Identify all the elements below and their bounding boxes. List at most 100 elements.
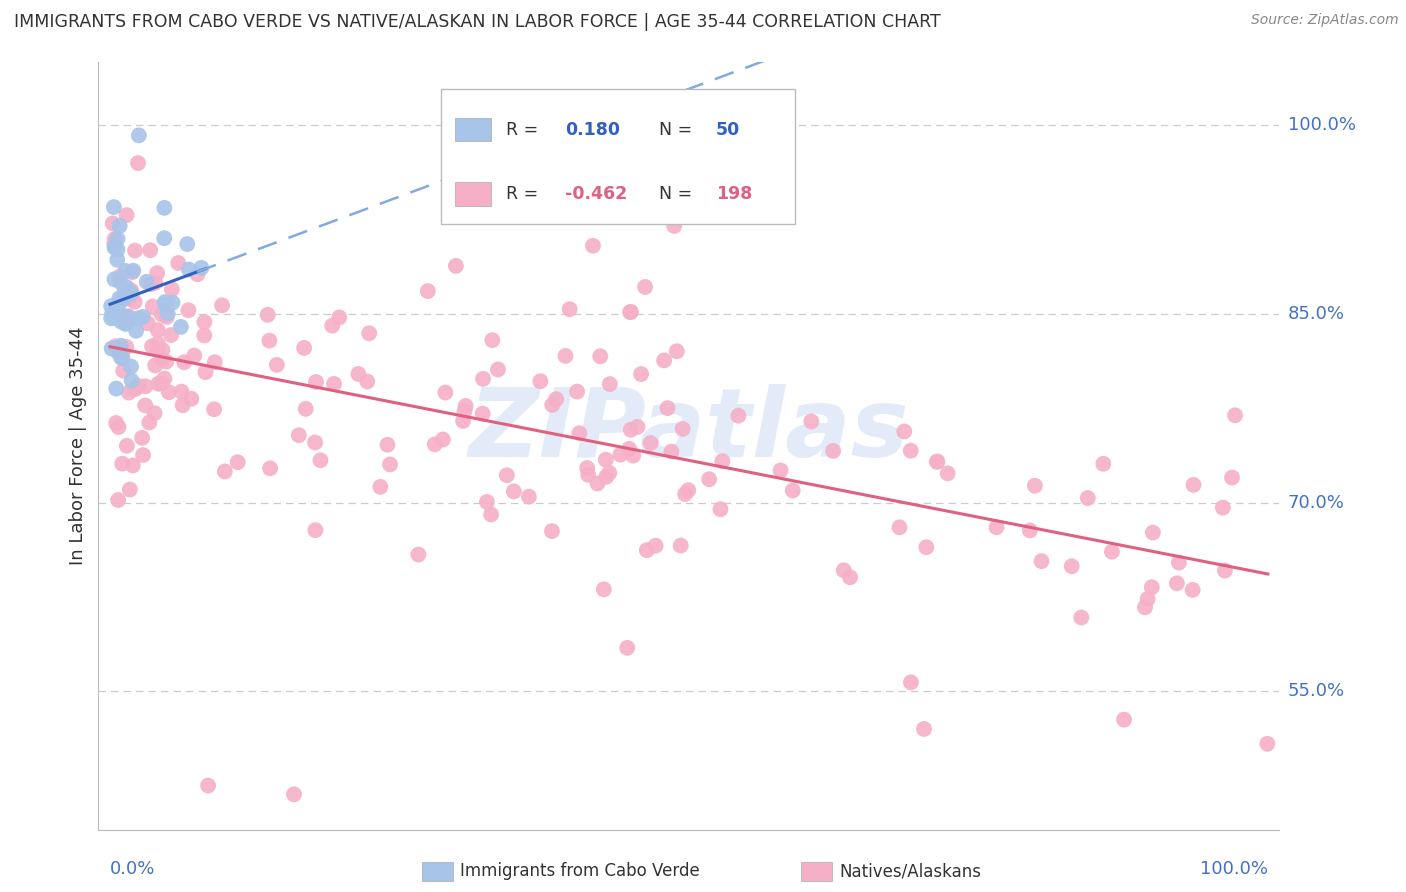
Point <box>156 306 179 320</box>
Point <box>105 307 128 321</box>
Point <box>669 539 692 553</box>
Point <box>657 401 679 416</box>
Point <box>124 382 146 396</box>
Point <box>176 237 198 252</box>
Point <box>104 339 127 353</box>
Point <box>283 788 305 802</box>
Point <box>226 455 249 469</box>
Point <box>162 295 184 310</box>
Point <box>359 326 381 341</box>
Point <box>150 351 173 366</box>
Point <box>173 355 195 369</box>
Point <box>711 454 734 468</box>
Point <box>619 305 641 319</box>
Point <box>114 264 136 278</box>
Point <box>1070 610 1092 624</box>
Point <box>190 260 212 275</box>
Point <box>170 384 193 399</box>
Point <box>143 359 166 373</box>
Point <box>105 252 128 267</box>
Point <box>370 480 392 494</box>
Point <box>194 365 217 379</box>
Point <box>1142 525 1164 540</box>
Point <box>111 457 134 471</box>
Point <box>444 259 467 273</box>
Point <box>103 236 125 251</box>
Point <box>107 243 129 257</box>
Point <box>211 298 233 312</box>
Point <box>153 231 176 245</box>
Point <box>304 435 326 450</box>
Point <box>1092 457 1115 471</box>
Point <box>661 444 683 458</box>
Point <box>131 431 153 445</box>
Text: R =: R = <box>506 185 538 203</box>
Point <box>127 311 149 326</box>
Point <box>202 402 225 417</box>
Point <box>630 367 652 381</box>
Point <box>183 349 205 363</box>
Point <box>408 548 430 562</box>
Point <box>925 455 948 469</box>
Text: 85.0%: 85.0% <box>1288 305 1344 323</box>
Point <box>416 284 439 298</box>
Text: 0.180: 0.180 <box>565 120 620 138</box>
Point <box>1212 500 1234 515</box>
Point <box>204 355 226 369</box>
Point <box>128 128 150 143</box>
Point <box>1101 544 1123 558</box>
Point <box>141 339 163 353</box>
Point <box>1136 592 1159 607</box>
Point <box>529 374 551 388</box>
Point <box>104 241 127 255</box>
Point <box>136 316 159 330</box>
Point <box>121 265 143 279</box>
Point <box>103 272 125 286</box>
Point <box>110 351 132 365</box>
Point <box>118 483 141 497</box>
Point <box>146 336 169 351</box>
Point <box>110 314 132 328</box>
Text: IMMIGRANTS FROM CABO VERDE VS NATIVE/ALASKAN IN LABOR FORCE | AGE 35-44 CORRELAT: IMMIGRANTS FROM CABO VERDE VS NATIVE/ALA… <box>14 13 941 31</box>
Point <box>636 543 658 558</box>
Point <box>127 380 149 394</box>
Point <box>678 483 700 498</box>
Point <box>475 495 498 509</box>
Point <box>356 375 378 389</box>
Point <box>640 436 662 450</box>
Point <box>620 305 643 319</box>
Point <box>259 461 281 475</box>
Point <box>839 570 862 584</box>
Point <box>155 354 177 368</box>
Point <box>117 314 139 328</box>
Point <box>155 298 177 312</box>
Point <box>127 156 149 170</box>
Point <box>582 239 605 253</box>
Point <box>378 458 401 472</box>
Point <box>541 524 564 538</box>
Point <box>328 310 350 325</box>
Point <box>782 483 804 498</box>
FancyBboxPatch shape <box>441 89 796 224</box>
Point <box>292 341 315 355</box>
Point <box>118 385 141 400</box>
Point <box>1060 559 1083 574</box>
Point <box>157 385 180 400</box>
Point <box>565 384 588 399</box>
Text: 100.0%: 100.0% <box>1288 116 1355 135</box>
Text: 70.0%: 70.0% <box>1288 493 1344 512</box>
Point <box>101 307 124 321</box>
Text: 50: 50 <box>716 120 741 138</box>
Point <box>105 416 128 430</box>
Point <box>172 398 194 412</box>
Point <box>986 520 1008 534</box>
Point <box>146 323 169 337</box>
Point <box>541 398 564 412</box>
Point <box>120 284 142 298</box>
Point <box>139 277 162 292</box>
Point <box>124 294 146 309</box>
Point <box>107 345 129 359</box>
Point <box>609 448 631 462</box>
Point <box>108 275 131 289</box>
Point <box>135 275 157 289</box>
